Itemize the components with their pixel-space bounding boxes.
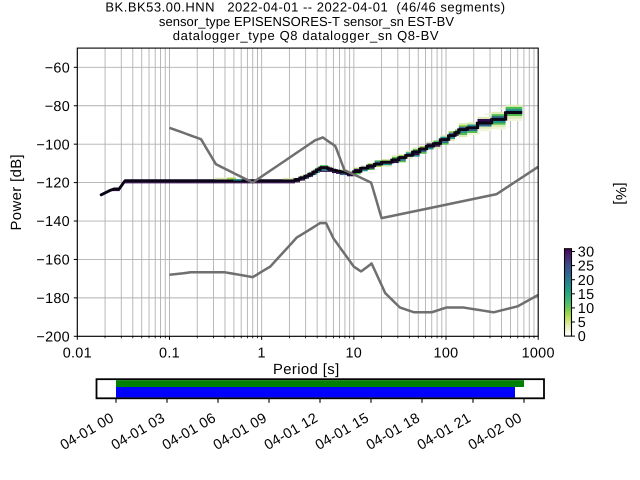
svg-text:−140: −140 <box>36 214 70 230</box>
svg-text:1000: 1000 <box>522 345 555 361</box>
svg-text:−180: −180 <box>36 291 70 307</box>
svg-text:BK.BK53.00.HNN 2022-04-01 --: BK.BK53.00.HNN 2022-04-01 -- 2022-04-01 … <box>105 0 505 14</box>
svg-text:0.1: 0.1 <box>159 345 180 361</box>
svg-text:−160: −160 <box>36 253 70 269</box>
svg-text:−100: −100 <box>36 137 70 153</box>
svg-text:20: 20 <box>578 273 595 289</box>
svg-text:−120: −120 <box>36 176 70 192</box>
svg-text:Power [dB]: Power [dB] <box>9 154 25 231</box>
svg-text:sensor_type EPISENSORES-T sens: sensor_type EPISENSORES-T sensor_sn EST-… <box>159 14 454 29</box>
svg-text:−80: −80 <box>45 99 70 115</box>
svg-text:Period [s]: Period [s] <box>273 362 340 378</box>
svg-text:0: 0 <box>578 329 586 345</box>
svg-text:10: 10 <box>578 301 595 317</box>
svg-text:−60: −60 <box>45 60 70 76</box>
svg-text:1: 1 <box>258 345 266 361</box>
svg-text:15: 15 <box>578 287 595 303</box>
svg-text:30: 30 <box>578 245 595 261</box>
svg-text:5: 5 <box>578 315 586 331</box>
svg-text:[%]: [%] <box>612 182 628 205</box>
svg-text:0.01: 0.01 <box>63 345 92 361</box>
svg-text:100: 100 <box>434 345 459 361</box>
svg-text:10: 10 <box>345 345 362 361</box>
svg-text:datalogger_type Q8 datalogger_: datalogger_type Q8 datalogger_sn Q8-BV <box>173 28 439 43</box>
svg-text:25: 25 <box>578 259 595 275</box>
svg-text:−200: −200 <box>36 329 70 345</box>
